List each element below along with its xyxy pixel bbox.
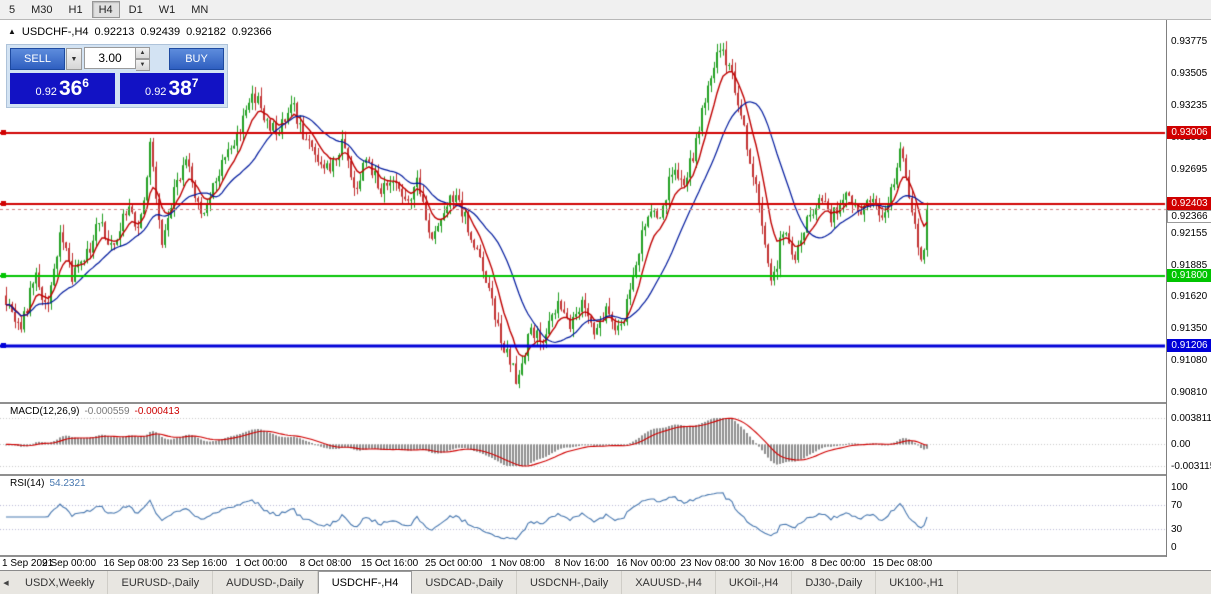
volume-decrease-button[interactable]: ▼ xyxy=(136,59,150,71)
time-axis-label: 15 Oct 16:00 xyxy=(360,558,419,569)
timeframe-toolbar: 5 M30 H1 H4 D1 W1 MN xyxy=(0,0,1211,20)
chevron-down-icon: ▼ xyxy=(70,55,78,63)
tab-ukoil-h4[interactable]: UKOil-,H4 xyxy=(716,571,793,594)
tab-audusd-daily[interactable]: AUDUSD-,Daily xyxy=(213,571,318,594)
timeframe-button-h4[interactable]: H4 xyxy=(91,1,120,18)
timeframe-button-d1[interactable]: D1 xyxy=(128,3,143,16)
tab-uk100-h1[interactable]: UK100-,H1 xyxy=(876,571,958,594)
trade-panel-controls-row: SELL ▼ ▲ ▼ BUY xyxy=(10,47,224,71)
hline-price-badge: 0.93006 xyxy=(1167,126,1211,140)
tab-usdchf-h4[interactable]: USDCHF-,H4 xyxy=(317,571,413,594)
tab-eurusd-daily[interactable]: EURUSD-,Daily xyxy=(108,571,214,594)
price-axis-label: 0.91350 xyxy=(1171,323,1208,335)
rsi-axis-label: 30 xyxy=(1171,524,1183,535)
sell-button[interactable]: SELL xyxy=(10,48,65,70)
ohlc-high: 0.92439 xyxy=(140,26,181,38)
sell-price-big-digits: 36 xyxy=(58,77,83,100)
collapse-trade-panel-icon[interactable]: ▲ xyxy=(8,27,16,36)
macd-indicator-label: MACD(12,26,9) -0.000559 -0.000413 xyxy=(10,406,180,417)
hline-price-badge: 0.92403 xyxy=(1167,197,1211,211)
volume-spinner: ▲ ▼ xyxy=(136,47,150,71)
time-axis-label: 16 Sep 08:00 xyxy=(103,558,163,569)
tab-xauusd-h4[interactable]: XAUUSD-,H4 xyxy=(622,571,716,594)
time-axis-label: 16 Nov 00:00 xyxy=(616,558,676,569)
rsi-dateaxis-divider xyxy=(0,555,1211,557)
buy-price-prefix: 0.92 xyxy=(145,85,167,98)
current-price-label: 0.92366 xyxy=(1167,209,1211,223)
macd-main-value: -0.000559 xyxy=(84,406,130,417)
price-axis-label: 0.93775 xyxy=(1171,36,1208,47)
volume-control: ▲ ▼ xyxy=(84,47,150,71)
timeframe-button-h1[interactable]: H1 xyxy=(68,3,83,16)
macd-rsi-divider[interactable] xyxy=(0,474,1211,476)
chart-tabs-bar: ◀ USDX,Weekly EURUSD-,Daily AUDUSD-,Dail… xyxy=(0,570,1211,594)
price-axis[interactable]: 0.937750.935050.932350.929650.926950.924… xyxy=(1166,20,1211,557)
tab-usdcad-daily[interactable]: USDCAD-,Daily xyxy=(412,571,517,594)
time-axis-label: 25 Oct 00:00 xyxy=(425,558,483,569)
main-macd-divider[interactable] xyxy=(0,402,1211,404)
ohlc-open: 0.92213 xyxy=(94,26,135,38)
buy-price-big-digits: 38 xyxy=(168,77,192,100)
rsi-axis-label: 0 xyxy=(1171,542,1177,553)
hline-price-badge: 0.91800 xyxy=(1167,268,1211,282)
rsi-value: 54.2321 xyxy=(49,478,86,489)
hline-price-badge: 0.91206 xyxy=(1167,339,1211,353)
chart-ohlc-header: ▲ USDCHF-,H4 0.92213 0.92439 0.92182 0.9… xyxy=(8,26,272,38)
trade-panel-prices-row: 0.92 36 6 0.92 38 7 xyxy=(10,73,224,104)
macd-name: MACD(12,26,9) xyxy=(10,406,80,417)
price-axis-label: 0.91080 xyxy=(1171,355,1208,367)
time-axis-label: 23 Nov 08:00 xyxy=(680,558,740,569)
volume-input[interactable] xyxy=(84,47,136,69)
time-axis-label: 8 Nov 16:00 xyxy=(554,558,609,569)
macd-axis-label: 0.003811 xyxy=(1171,413,1211,424)
time-axis-label: 8 Oct 08:00 xyxy=(299,558,352,569)
price-axis-label: 0.93235 xyxy=(1171,99,1208,111)
time-axis-label: 9 Sep 00:00 xyxy=(42,558,97,569)
ohlc-close: 0.92366 xyxy=(231,26,272,38)
sell-price-display[interactable]: 0.92 36 6 xyxy=(10,73,115,104)
rsi-name: RSI(14) xyxy=(10,478,45,489)
timeframe-button-m5[interactable]: 5 xyxy=(9,3,16,16)
tab-usdx-weekly[interactable]: USDX,Weekly xyxy=(12,571,109,594)
time-axis-label: 15 Dec 08:00 xyxy=(872,558,933,569)
price-axis-label: 0.92695 xyxy=(1171,163,1208,175)
price-axis-label: 0.93505 xyxy=(1171,67,1208,79)
volume-increase-button[interactable]: ▲ xyxy=(136,47,150,59)
macd-axis-label: 0.00 xyxy=(1171,439,1191,451)
price-axis-label: 0.90810 xyxy=(1171,387,1208,398)
tabs-scroll-left-icon[interactable]: ◀ xyxy=(3,579,9,587)
timeframe-button-w1[interactable]: W1 xyxy=(158,3,176,16)
time-axis-label: 8 Dec 00:00 xyxy=(811,558,866,569)
rsi-axis-label: 100 xyxy=(1171,482,1188,493)
price-axis-label: 0.92155 xyxy=(1171,227,1208,239)
tab-usdcnh-daily[interactable]: USDCNH-,Daily xyxy=(517,571,623,594)
chart-symbol-title: USDCHF-,H4 xyxy=(21,26,89,38)
order-options-dropdown[interactable]: ▼ xyxy=(66,48,82,70)
timeframe-button-mn[interactable]: MN xyxy=(191,3,209,16)
timeframe-button-m30[interactable]: M30 xyxy=(31,3,53,16)
sell-price-pip-digit: 6 xyxy=(82,75,89,90)
price-axis-label: 0.91885 xyxy=(1171,259,1208,271)
macd-axis-label: -0.003115 xyxy=(1171,461,1211,472)
time-axis-label: 1 Nov 08:00 xyxy=(490,558,545,569)
buy-price-pip-digit: 7 xyxy=(191,75,199,90)
buy-price-display[interactable]: 0.92 38 7 xyxy=(119,73,224,104)
buy-button[interactable]: BUY xyxy=(169,48,224,70)
sell-price-prefix: 0.92 xyxy=(35,85,57,98)
price-axis-label: 0.91620 xyxy=(1171,291,1208,303)
ohlc-low: 0.92182 xyxy=(186,26,226,38)
rsi-indicator-label: RSI(14) 54.2321 xyxy=(10,478,86,489)
tab-dj30-daily[interactable]: DJ30-,Daily xyxy=(792,571,877,594)
time-axis-label: 23 Sep 16:00 xyxy=(167,558,228,569)
time-axis-label: 30 Nov 16:00 xyxy=(744,558,804,569)
macd-signal-value: -0.000413 xyxy=(134,406,180,417)
time-axis-label: 1 Sep 2021 xyxy=(2,558,54,569)
rsi-axis-label: 70 xyxy=(1171,500,1183,511)
time-axis-label: 1 Oct 00:00 xyxy=(235,558,288,569)
time-axis[interactable]: 1 Sep 2021 9 Sep 00:00 16 Sep 08:00 23 Sep … xyxy=(0,557,1211,570)
